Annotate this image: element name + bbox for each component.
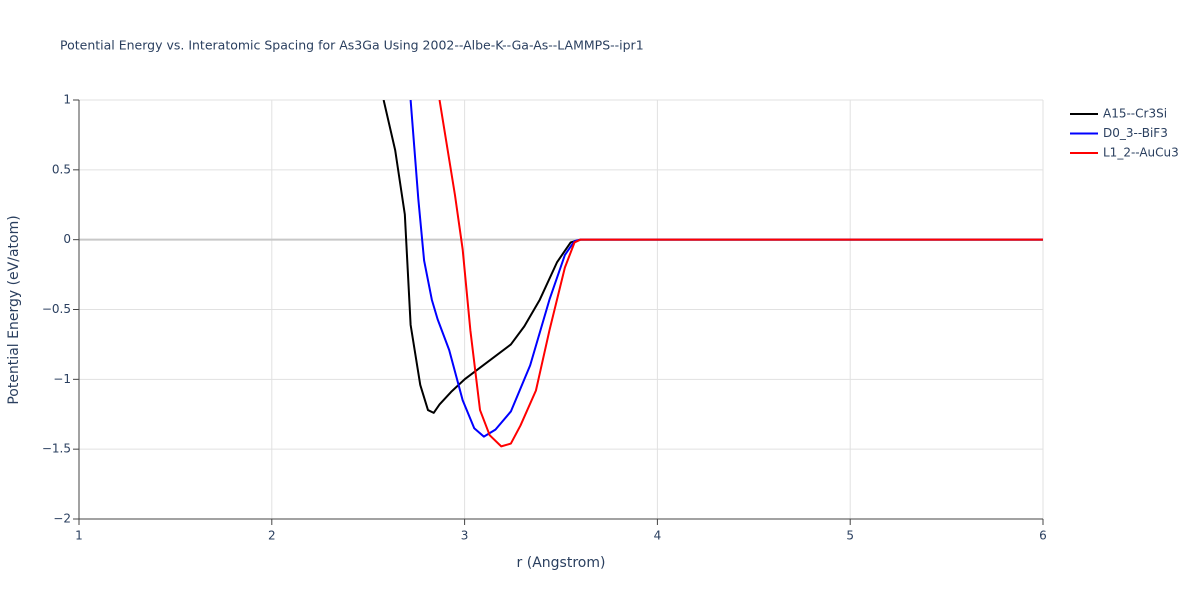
y-tick-label: 1: [63, 93, 71, 107]
x-tick-label: 3: [461, 529, 469, 543]
x-tick-label: 4: [654, 529, 662, 543]
line-series: [438, 100, 1043, 448]
x-tick-label: 2: [268, 529, 276, 543]
y-tick-label: 0.5: [52, 162, 71, 176]
chart-title: Potential Energy vs. Interatomic Spacing…: [60, 38, 644, 53]
y-axis-title: Potential Energy (eV/atom): [6, 215, 22, 404]
legend: A15--Cr3Si D0_3--BiF3 L1_2--AuCu3: [1070, 107, 1179, 160]
plot-area: [382, 100, 1043, 448]
line-series: [409, 100, 1043, 438]
y-tick-label: −0.5: [42, 302, 71, 316]
y-tick-label: −1.5: [42, 442, 71, 456]
legend-label: L1_2--AuCu3: [1103, 146, 1179, 160]
line-series: [382, 100, 1043, 414]
y-tick-label: −1: [53, 372, 71, 386]
y-tick-label: 0: [63, 232, 71, 246]
legend-label: A15--Cr3Si: [1103, 107, 1167, 121]
x-axis-title: r (Angstrom): [517, 555, 606, 571]
legend-label: D0_3--BiF3: [1103, 126, 1168, 140]
x-tick-label: 1: [75, 529, 83, 543]
x-tick-label: 5: [846, 529, 854, 543]
y-tick-label: −2: [53, 512, 71, 526]
x-tick-label: 6: [1039, 529, 1047, 543]
